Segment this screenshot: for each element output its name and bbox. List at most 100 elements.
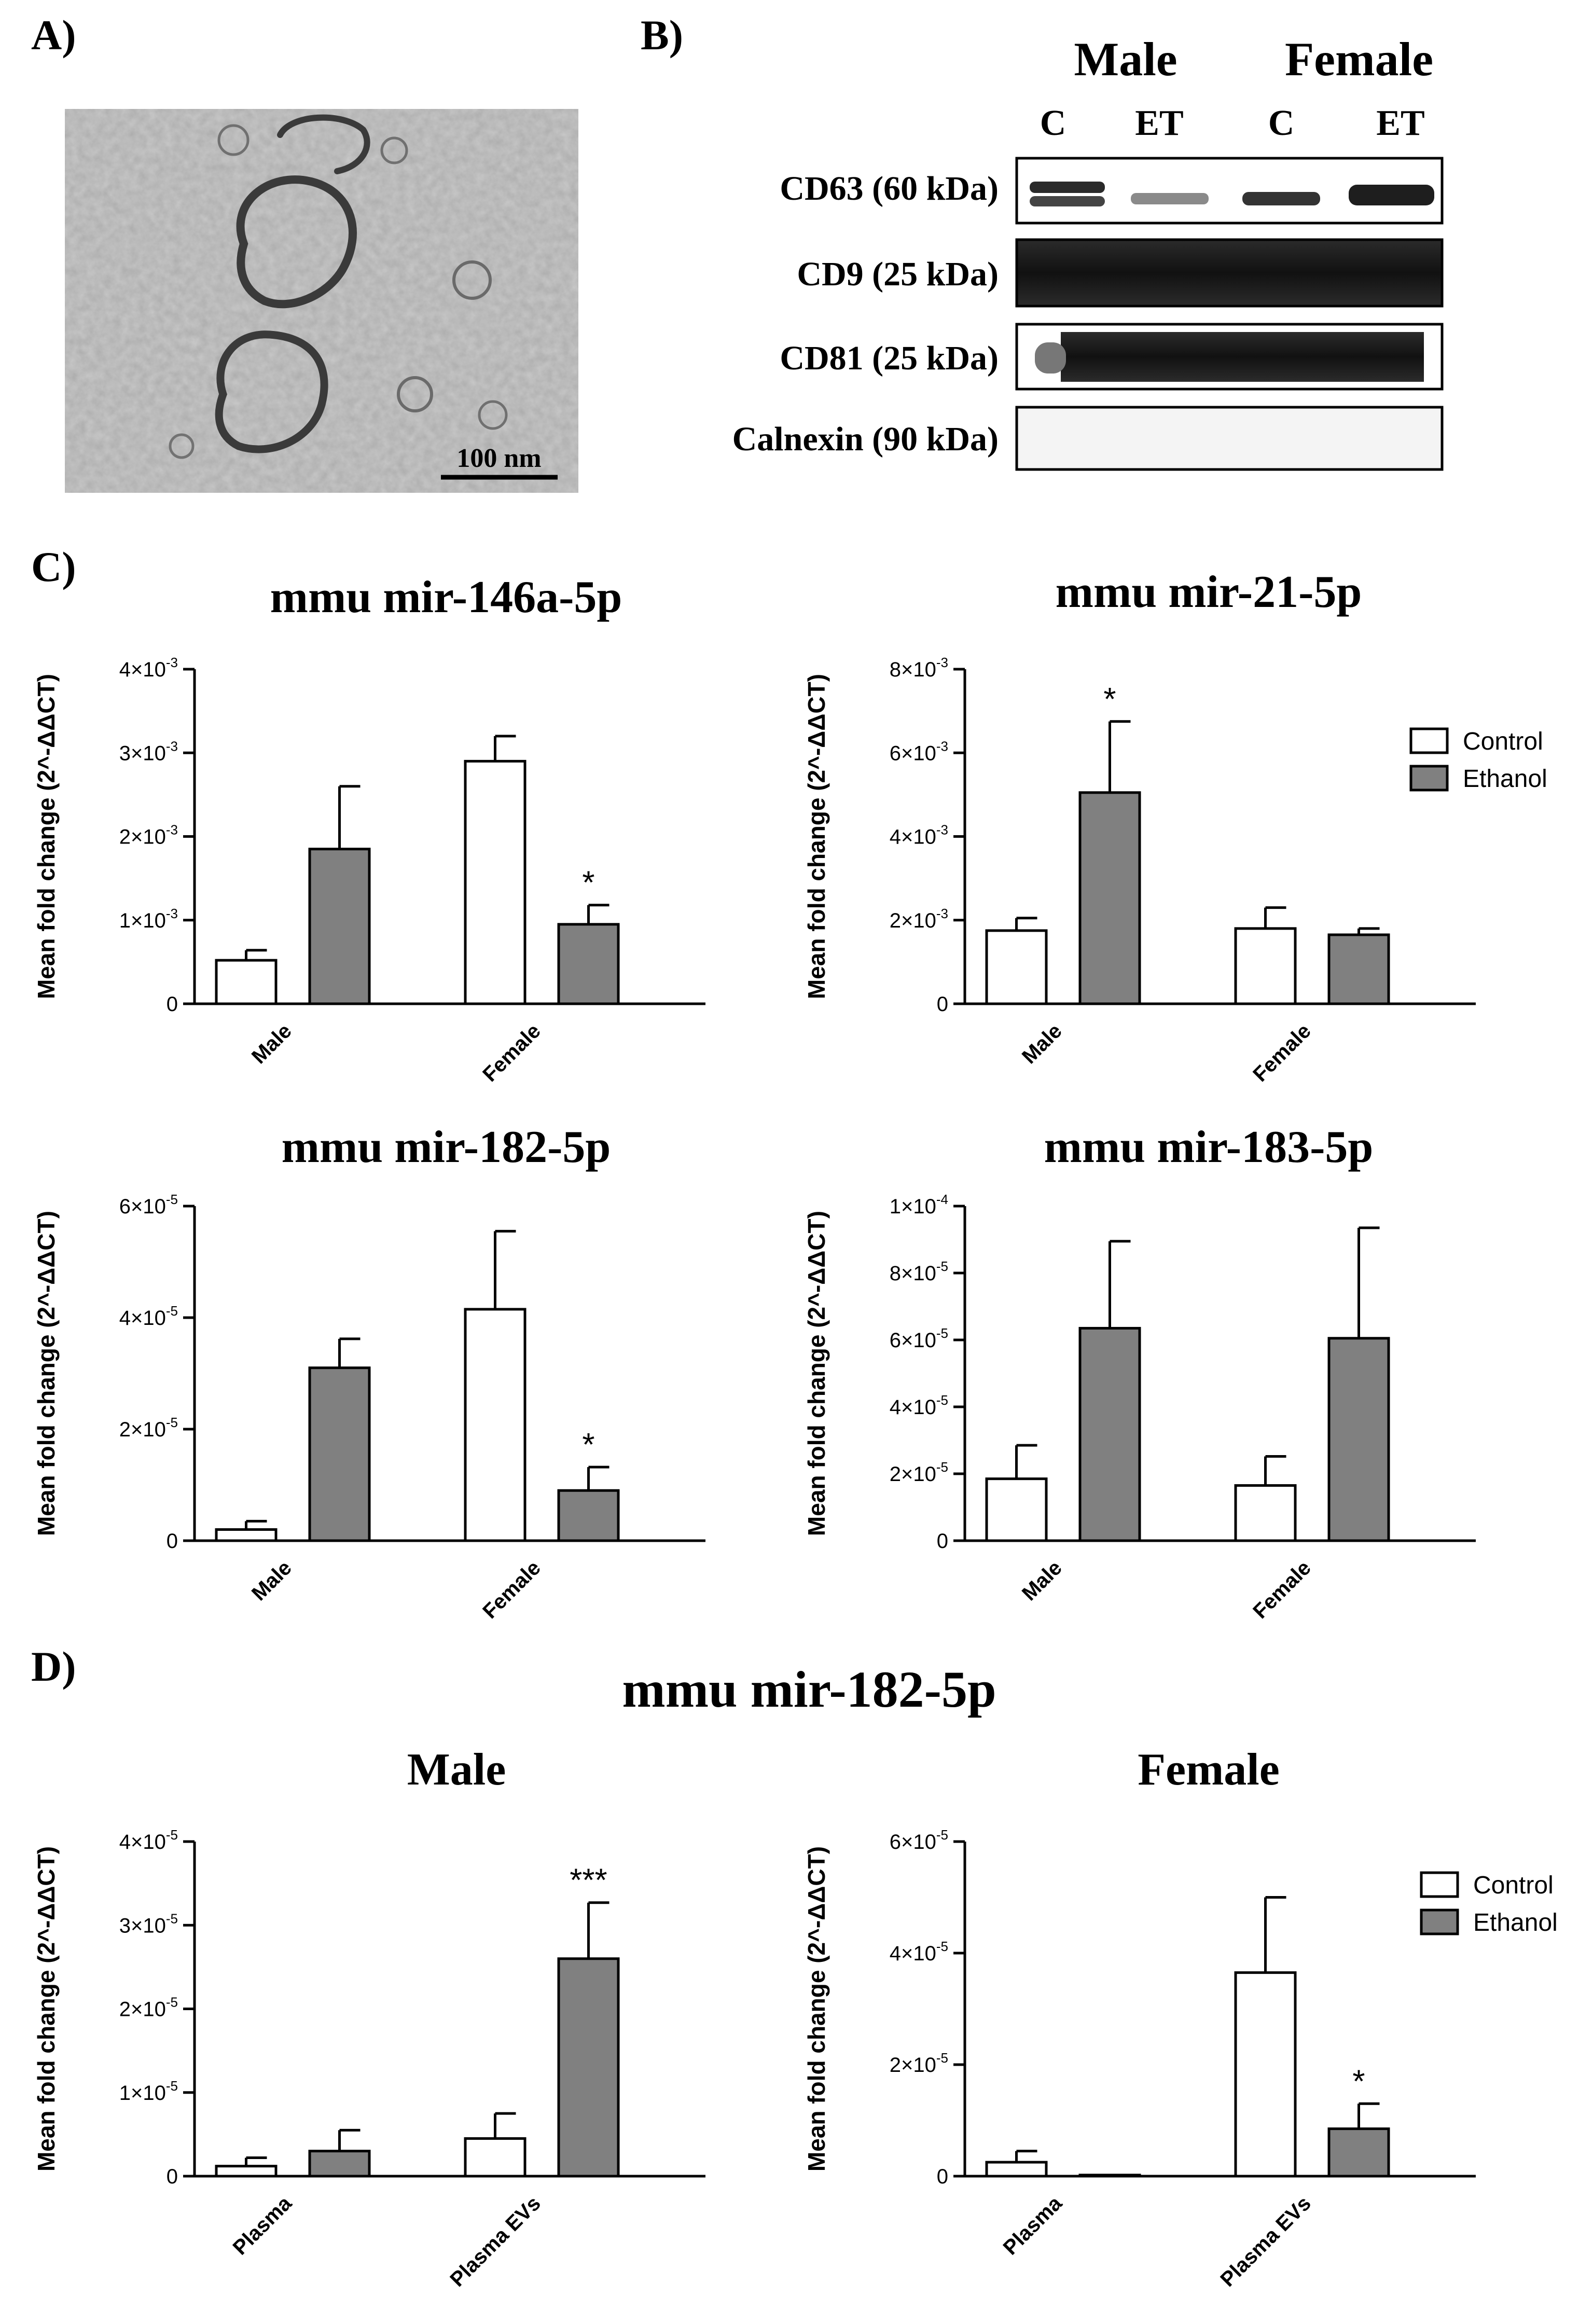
- blot-group-female: Female: [1285, 33, 1433, 86]
- y-tick-mantissa: 2×10: [890, 2054, 936, 2077]
- y-tick-label: 2×10-5: [890, 1459, 948, 1486]
- blot-band: [1030, 196, 1105, 206]
- legend-swatch-control: [1409, 727, 1449, 754]
- y-tick-label: 0: [167, 993, 178, 1016]
- y-tick-exponent: -3: [936, 906, 948, 921]
- blot-band: [1349, 185, 1434, 205]
- blot-group-male: Male: [1074, 33, 1177, 86]
- y-tick-mantissa: 2×10: [890, 909, 936, 932]
- blot-strip-cd9: [1015, 238, 1444, 308]
- chart-title: mmu mir-21-5p: [1056, 567, 1362, 617]
- chart-title: mmu mir-146a-5p: [270, 572, 622, 622]
- y-axis-label: Mean fold change (2^-ΔΔCT): [33, 1846, 60, 2171]
- y-tick-mantissa: 6×10: [119, 1195, 166, 1218]
- y-tick-exponent: -3: [166, 655, 178, 670]
- x-category-label: Female: [1249, 1019, 1315, 1086]
- y-tick-exponent: -5: [936, 1258, 948, 1274]
- y-tick-label: 2×10-5: [119, 1995, 178, 2021]
- x-category-label: Male: [1018, 1019, 1066, 1068]
- y-tick-mantissa: 8×10: [890, 1262, 936, 1285]
- y-tick-exponent: -4: [936, 1192, 948, 1207]
- y-tick-exponent: -5: [166, 1303, 178, 1319]
- y-tick-label: 4×10-5: [890, 1392, 948, 1419]
- y-tick-label: 2×10-3: [119, 822, 178, 849]
- y-tick-mantissa: 2×10: [890, 1463, 936, 1486]
- y-tick-mantissa: 1×10: [119, 2082, 166, 2105]
- bar-ethanol: [308, 848, 371, 1005]
- chart-title: Male: [407, 1745, 506, 1795]
- chart-title: mmu mir-182-5p: [282, 1122, 611, 1172]
- y-tick-exponent: -5: [166, 1911, 178, 1926]
- blot-label-cd81: CD81 (25 kDa): [780, 339, 999, 377]
- bar-ethanol: [1078, 1326, 1141, 1542]
- bar-ethanol: [1327, 2127, 1390, 2178]
- y-tick-mantissa: 1×10: [890, 1195, 936, 1218]
- legend-label-control: Control: [1463, 728, 1543, 755]
- y-tick-label: 0: [937, 1530, 948, 1553]
- bar-control: [464, 759, 527, 1005]
- bar-control: [464, 1308, 527, 1542]
- y-tick-mantissa: 8×10: [890, 658, 936, 681]
- legend-swatch-ethanol: [1409, 765, 1449, 792]
- scalebar-label: 100 nm: [456, 444, 541, 473]
- bar-control: [1234, 1971, 1297, 2178]
- y-tick-mantissa: 0: [167, 1530, 178, 1553]
- y-tick-exponent: -3: [166, 906, 178, 921]
- charts: mmu mir-146a-5p01×10-32×10-33×10-34×10-3…: [33, 567, 1558, 2291]
- bar-ethanol: [557, 1957, 620, 2178]
- x-category-label: Female: [1249, 1556, 1315, 1623]
- x-category-label: Male: [247, 1556, 296, 1605]
- y-tick-label: 8×10-3: [890, 655, 948, 681]
- significance-marker: ***: [570, 1863, 607, 1899]
- y-axis-label: Mean fold change (2^-ΔΔCT): [33, 674, 60, 999]
- y-axis-label: Mean fold change (2^-ΔΔCT): [33, 1211, 60, 1536]
- y-tick-mantissa: 1×10: [119, 909, 166, 932]
- y-tick-exponent: -5: [166, 1192, 178, 1207]
- lane-label: C: [1268, 103, 1295, 143]
- chart-c4: mmu mir-183-5p02×10-54×10-56×10-58×10-51…: [803, 1122, 1476, 1623]
- y-tick-label: 0: [167, 2165, 178, 2188]
- y-tick-mantissa: 4×10: [119, 658, 166, 681]
- significance-marker: *: [1103, 682, 1116, 717]
- bar-control: [215, 1528, 278, 1542]
- panel-label-d: D): [31, 1643, 76, 1690]
- chart-title: mmu mir-183-5p: [1044, 1122, 1374, 1172]
- blot-band: [1030, 182, 1105, 193]
- y-tick-mantissa: 4×10: [119, 1831, 166, 1853]
- legend-swatch-ethanol: [1420, 1908, 1459, 1935]
- y-tick-mantissa: 2×10: [119, 1418, 166, 1441]
- y-tick-label: 0: [937, 993, 948, 1016]
- y-tick-mantissa: 6×10: [890, 1831, 936, 1853]
- legend-label-control: Control: [1473, 1872, 1554, 1899]
- y-tick-label: 4×10-3: [119, 655, 178, 681]
- legend-label-ethanol: Ethanol: [1473, 1909, 1558, 1936]
- y-tick-label: 3×10-3: [119, 738, 178, 765]
- y-tick-mantissa: 4×10: [890, 826, 936, 849]
- blot-band: [1061, 332, 1424, 382]
- y-tick-label: 6×10-5: [119, 1192, 178, 1218]
- bar-ethanol: [308, 1366, 371, 1542]
- vesicle-top: [277, 114, 370, 174]
- vesicle-large-upper: [236, 175, 357, 309]
- y-tick-exponent: -5: [166, 1827, 178, 1843]
- y-tick-exponent: -5: [936, 2050, 948, 2066]
- panel-d-title: mmu mir-182-5p: [622, 1661, 996, 1718]
- y-tick-exponent: -5: [166, 1415, 178, 1430]
- x-category-label: Male: [247, 1019, 296, 1068]
- y-tick-exponent: -3: [166, 738, 178, 754]
- x-category-label: Male: [1018, 1556, 1066, 1605]
- chart-title: Female: [1138, 1745, 1280, 1795]
- western-blot: Male Female C ET C ET CD63 (60 kDa) CD9 …: [732, 33, 1444, 471]
- y-tick-mantissa: 2×10: [119, 1998, 166, 2021]
- vesicle-small: [217, 124, 250, 156]
- y-tick-label: 8×10-5: [890, 1258, 948, 1285]
- x-category-label: Plasma EVs: [1216, 2192, 1315, 2291]
- chart-c2: mmu mir-21-5p02×10-34×10-36×10-38×10-3Me…: [803, 567, 1547, 1086]
- lane-label: ET: [1376, 103, 1424, 143]
- y-tick-label: 1×10-3: [119, 906, 178, 932]
- y-tick-label: 2×10-5: [890, 2050, 948, 2077]
- bar-control: [1234, 927, 1297, 1005]
- vesicle-small: [397, 376, 433, 412]
